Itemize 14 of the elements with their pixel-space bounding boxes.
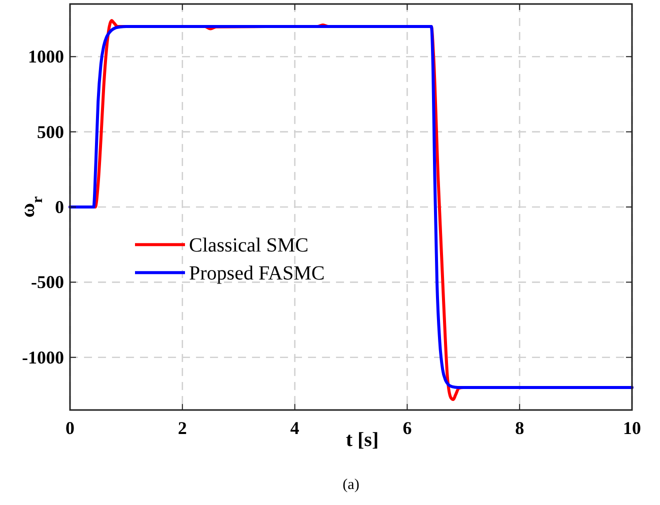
text: (a) bbox=[342, 477, 360, 493]
x-tick-label: 6 bbox=[402, 418, 412, 438]
x-axis-title: t [s] bbox=[346, 429, 379, 451]
legend-label: Classical SMC bbox=[189, 234, 308, 257]
x-tick-label: 2 bbox=[178, 418, 187, 438]
y-tick-label: -500 bbox=[31, 272, 64, 292]
x-tick-label: 4 bbox=[290, 418, 300, 438]
x-tick-label: 10 bbox=[623, 418, 641, 438]
legend-label: Propsed FASMC bbox=[189, 262, 325, 285]
x-tick-label: 8 bbox=[515, 418, 524, 438]
y-tick-label: -1000 bbox=[22, 347, 64, 368]
y-tick-label: 1000 bbox=[28, 46, 64, 67]
y-tick-label: 500 bbox=[37, 122, 64, 142]
y-tick-label: 0 bbox=[55, 197, 64, 217]
